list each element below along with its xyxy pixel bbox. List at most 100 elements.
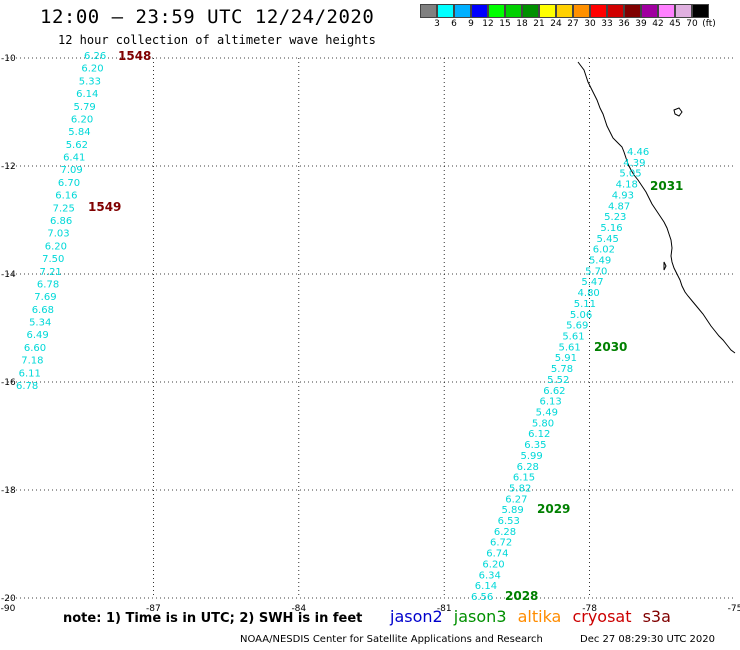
wave-height-value: 7.50 xyxy=(42,254,64,265)
wave-height-color-scale: 3 6 9 12 15 18 21 24 27 30 33 36 39 42 45 70 (ft) xyxy=(420,4,740,32)
wave-height-value: 5.11 xyxy=(574,299,596,310)
scale-swatch xyxy=(420,4,437,18)
scale-swatch xyxy=(590,4,607,18)
wave-height-value: 5.79 xyxy=(74,102,96,113)
scale-swatch xyxy=(471,4,488,18)
scale-label: 36 xyxy=(618,19,630,29)
wave-height-value: 6.78 xyxy=(37,279,59,290)
wave-height-value: 4.46 xyxy=(627,147,649,158)
scale-swatch xyxy=(573,4,590,18)
wave-height-value: 7.25 xyxy=(53,203,75,214)
wave-height-value: 6.49 xyxy=(26,330,48,341)
wave-height-value: 6.20 xyxy=(71,114,93,125)
mission-legend: jason2 jason3 altika cryosat s3a xyxy=(390,607,677,626)
east-satellite-track: 6.566.146.346.206.746.726.286.535.896.27… xyxy=(471,147,649,603)
scale-swatch xyxy=(692,4,709,18)
wave-height-value: 6.72 xyxy=(490,538,512,549)
scale-swatch xyxy=(505,4,522,18)
wave-height-value: 6.28 xyxy=(517,462,539,473)
wave-height-value: 6.34 xyxy=(479,570,501,581)
scale-swatch xyxy=(641,4,658,18)
pass-label: 2030 xyxy=(594,340,627,354)
scale-label: 45 xyxy=(669,19,681,29)
scale-swatch xyxy=(437,4,454,18)
wave-height-value: 6.16 xyxy=(55,191,77,202)
scale-label: 15 xyxy=(499,19,511,29)
wave-height-value: 5.78 xyxy=(551,364,573,375)
wave-height-value: 5.69 xyxy=(566,321,588,332)
scale-label: 39 xyxy=(635,19,647,29)
scale-swatch xyxy=(658,4,675,18)
wave-height-value: 5.99 xyxy=(520,451,542,462)
scale-label: 70 xyxy=(686,19,698,29)
wave-height-value: 7.03 xyxy=(47,229,69,240)
scale-swatch xyxy=(488,4,505,18)
wave-height-value: 5.16 xyxy=(600,223,622,234)
lon-tick-label: -78 xyxy=(582,604,597,614)
pass-label: 2029 xyxy=(537,502,570,516)
wave-height-value: 6.28 xyxy=(494,527,516,538)
lon-tick-label: -84 xyxy=(291,604,306,614)
lon-tick-label: -75 xyxy=(728,604,740,614)
wave-height-value: 4.80 xyxy=(578,288,600,299)
wave-height-value: 7.21 xyxy=(40,267,62,278)
pass-number-labels: 1548 1549 2028 2029 2030 2031 xyxy=(88,49,683,603)
scale-label: 42 xyxy=(652,19,664,29)
lon-tick-label: -87 xyxy=(146,604,161,614)
lat-tick-label: -12 xyxy=(1,162,16,172)
wave-height-value: 5.23 xyxy=(604,212,626,223)
wave-height-value: 7.09 xyxy=(60,165,82,176)
color-scale-labels: 3 6 9 12 15 18 21 24 27 30 33 36 39 42 45 70 (ft) xyxy=(420,18,740,32)
wave-height-value: 6.60 xyxy=(24,343,46,354)
scale-label: 30 xyxy=(584,19,596,29)
wave-height-value: 5.62 xyxy=(66,140,88,151)
wave-height-value: 6.26 xyxy=(84,51,106,62)
wave-height-value: 5.70 xyxy=(585,266,607,277)
wave-height-value: 6.11 xyxy=(19,368,41,379)
wave-height-value: 6.68 xyxy=(32,305,54,316)
wave-height-value: 6.35 xyxy=(524,440,546,451)
wave-height-value: 6.14 xyxy=(475,581,497,592)
wave-height-value: 5.45 xyxy=(597,234,619,245)
wave-height-value: 5.49 xyxy=(589,256,611,267)
lat-tick-label: -18 xyxy=(1,486,16,496)
scale-label: 3 xyxy=(434,19,440,29)
wave-height-value: 5.89 xyxy=(501,505,523,516)
wave-height-value: 6.56 xyxy=(471,592,493,603)
wave-height-value: 5.49 xyxy=(536,407,558,418)
wave-height-value: 4.93 xyxy=(612,190,634,201)
wave-height-value: 6.62 xyxy=(543,386,565,397)
wave-height-value: 6.20 xyxy=(482,559,504,570)
scale-label: (ft) xyxy=(702,19,716,29)
scale-swatch xyxy=(539,4,556,18)
scale-label: 6 xyxy=(451,19,457,29)
timestamp-text: Dec 27 08:29:30 UTC 2020 xyxy=(580,634,715,645)
wave-height-value: 6.53 xyxy=(498,516,520,527)
wave-height-value: 7.18 xyxy=(21,356,43,367)
lat-tick-label: -16 xyxy=(1,378,16,388)
wave-height-value: 5.05 xyxy=(619,169,641,180)
west-satellite-track: 6.266.205.336.145.796.205.845.626.417.09… xyxy=(16,51,106,392)
wave-height-value: 6.20 xyxy=(81,64,103,75)
wave-height-value: 5.61 xyxy=(559,342,581,353)
wave-height-value: 6.15 xyxy=(513,473,535,484)
coastline xyxy=(577,61,736,354)
wave-height-value: 6.13 xyxy=(539,397,561,408)
wave-height-value: 5.52 xyxy=(547,375,569,386)
wave-height-value: 6.27 xyxy=(505,494,527,505)
page-subtitle: 12 hour collection of altimeter wave hei… xyxy=(58,33,376,47)
lon-tick-label: -90 xyxy=(1,604,16,614)
wave-height-value: 6.86 xyxy=(50,216,72,227)
units-note: note: 1) Time is in UTC; 2) SWH is in fe… xyxy=(63,611,363,626)
mission-jason3: jason3 xyxy=(453,607,507,626)
scale-label: 21 xyxy=(533,19,545,29)
wave-height-value: 6.20 xyxy=(45,241,67,252)
pass-label: 1548 xyxy=(118,49,151,63)
scale-label: 24 xyxy=(550,19,562,29)
mission-cryosat: cryosat xyxy=(572,607,632,626)
scale-swatch xyxy=(454,4,471,18)
island-outline xyxy=(663,261,667,271)
wave-height-value: 5.80 xyxy=(532,418,554,429)
wave-height-value: 4.87 xyxy=(608,201,630,212)
